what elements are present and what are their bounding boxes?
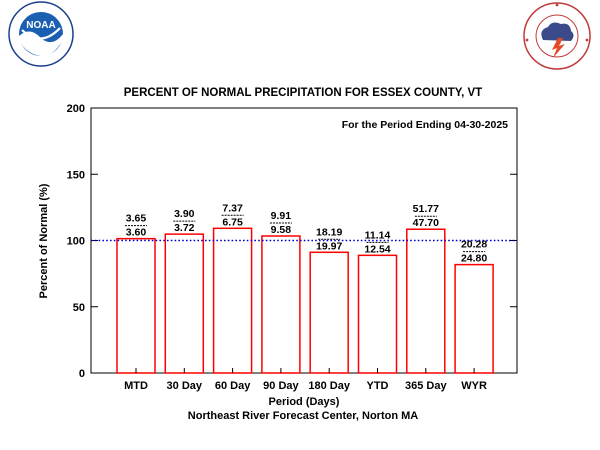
category-label: 30 Day (167, 380, 203, 392)
observed-label: 3.65 (126, 213, 147, 225)
observed-label: 7.37 (222, 202, 243, 214)
y-tick-label: 50 (73, 302, 85, 314)
category-label: MTD (124, 380, 148, 392)
y-tick-label: 100 (67, 236, 85, 248)
bar (212, 227, 253, 374)
bar (357, 254, 398, 374)
x-axis-label: Period (Days) (269, 396, 340, 408)
y-tick-label: 200 (67, 103, 85, 115)
bar (406, 228, 446, 374)
bar (116, 237, 156, 374)
normal-label: 9.58 (271, 224, 292, 236)
observed-label: 3.90 (174, 208, 195, 220)
y-tick-label: 150 (67, 169, 85, 181)
y-tick-label: 0 (79, 368, 85, 380)
footer-credit: Northeast River Forecast Center, Norton … (188, 410, 418, 422)
period-annotation: For the Period Ending 04-30-2025 (342, 119, 508, 131)
observed-label: 9.91 (271, 210, 292, 222)
nws-logo (523, 2, 591, 70)
observed-label: 51.77 (413, 203, 439, 215)
normal-label: 3.72 (174, 222, 195, 234)
normal-label: 3.60 (126, 227, 147, 239)
observed-label: 18.19 (316, 226, 342, 238)
observed-label: 20.28 (461, 239, 487, 251)
bar-series: 3.65 3.60 3.90 3.72 7.37 6.75 9.91 9.58 18.19 19.… (116, 202, 494, 374)
normal-label: 6.75 (222, 216, 243, 228)
normal-label: 47.70 (413, 217, 439, 229)
noaa-logo: NOAA (8, 1, 74, 67)
x-axis: MTD 30 Day 60 Day 90 Day 180 Day YTD 365 Day WY… (124, 368, 487, 392)
bar (454, 263, 494, 374)
chart-title: PERCENT OF NORMAL PRECIPITATION FOR ESSE… (124, 87, 482, 99)
category-label: YTD (367, 380, 389, 392)
category-label: WYR (461, 380, 487, 392)
bar (164, 233, 205, 374)
observed-label: 11.14 (365, 229, 391, 241)
bar (261, 235, 301, 374)
svg-text:NOAA: NOAA (26, 20, 55, 31)
bar (309, 251, 349, 374)
y-axis-label: Percent of Normal (%) (38, 183, 50, 298)
y-axis: 0 50 100 150 200 (67, 103, 517, 380)
category-label: 60 Day (215, 380, 251, 392)
normal-label: 12.54 (364, 243, 390, 255)
category-label: 90 Day (263, 380, 299, 392)
category-label: 180 Day (308, 380, 350, 392)
normal-label: 19.97 (316, 240, 342, 252)
category-label: 365 Day (405, 380, 447, 392)
normal-label: 24.80 (461, 253, 487, 265)
